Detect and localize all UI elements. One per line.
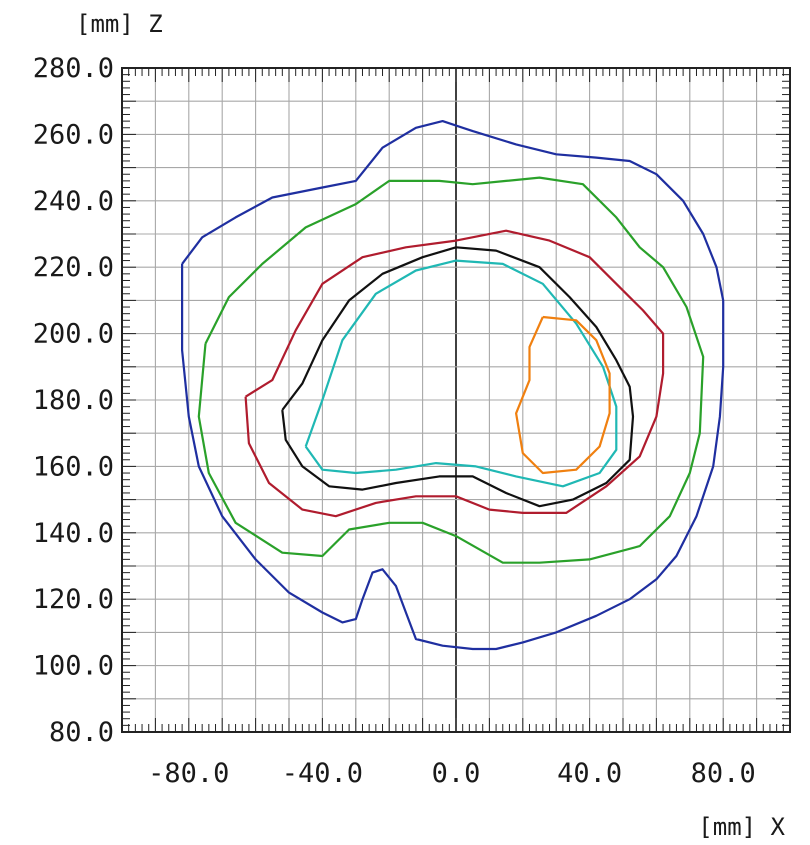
series-layer: [181, 120, 725, 651]
x-tick-labels: -80.0 -40.0 0.0 40.0 80.0: [148, 758, 756, 789]
y-tick-label: 120.0: [33, 584, 114, 615]
y-tick-label: 240.0: [33, 186, 114, 217]
y-tick-label: 200.0: [33, 319, 114, 350]
x-tick-label: -40.0: [282, 758, 363, 789]
y-tick-labels: 280.0 260.0 240.0 220.0 200.0 180.0 160.0 140.0…: [33, 53, 114, 748]
series-contour: [244, 229, 665, 518]
plot-frame: [121, 67, 791, 733]
grid-lines: [122, 68, 790, 732]
x-axis-label: [mm] X: [698, 813, 785, 841]
x-tick-label: 40.0: [557, 758, 622, 789]
series-contour: [181, 120, 725, 651]
minor-ticks: [121, 67, 791, 733]
x-tick-label: 80.0: [691, 758, 756, 789]
y-tick-label: 100.0: [33, 651, 114, 682]
series-contour: [304, 259, 618, 488]
y-axis-label: [mm] Z: [76, 10, 163, 38]
y-tick-label: 180.0: [33, 385, 114, 416]
series-contour: [281, 246, 635, 508]
y-tick-label: 260.0: [33, 119, 114, 150]
y-tick-label: 280.0: [33, 53, 114, 84]
x-tick-label: -80.0: [148, 758, 229, 789]
y-tick-label: 140.0: [33, 518, 114, 549]
series-contour: [515, 315, 611, 475]
series-contour: [197, 176, 705, 564]
y-tick-label: 80.0: [49, 717, 114, 748]
y-tick-label: 160.0: [33, 451, 114, 482]
y-tick-label: 220.0: [33, 252, 114, 283]
x-tick-label: 0.0: [432, 758, 481, 789]
